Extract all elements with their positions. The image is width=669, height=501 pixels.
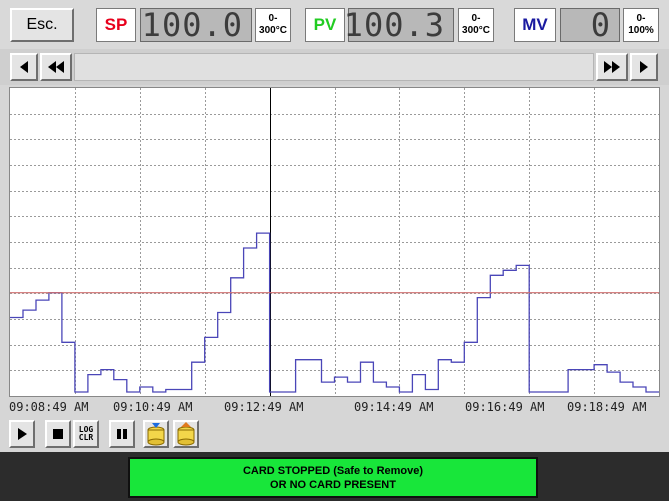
card-save-button[interactable] (173, 420, 199, 448)
sp-range-bottom: 300°C (259, 25, 287, 36)
log-clear-label: CLR (78, 433, 94, 442)
stop-icon (53, 429, 63, 439)
card-load-button[interactable] (143, 420, 169, 448)
header-bar: Esc. SP 100.0 0- 300°C PV 100.3 0- 300°C… (0, 0, 669, 49)
stop-button[interactable] (45, 420, 71, 448)
mv-tag: MV (514, 8, 556, 42)
mv-range-top: 0- (636, 13, 646, 24)
pv-tag: PV (305, 8, 345, 42)
fast-forward-button[interactable] (596, 53, 628, 81)
pv-range-top: 0- (471, 13, 481, 24)
step-forward-icon (640, 61, 648, 73)
time-axis: 09:08:49 AM 09:10:49 AM 09:12:49 AM 09:1… (9, 398, 664, 418)
rewind-icon (48, 61, 64, 73)
sp-range-label: 0- 300°C (255, 8, 291, 42)
pause-button[interactable] (109, 420, 135, 448)
esc-button[interactable]: Esc. (10, 8, 74, 42)
card-load-icon (147, 423, 165, 446)
card-save-icon (177, 422, 195, 446)
pause-icon (117, 429, 127, 439)
time-label: 09:16:49 AM (465, 400, 545, 414)
fast-forward-icon (604, 61, 620, 73)
play-icon (18, 428, 27, 440)
mv-range-bottom: 100% (628, 25, 654, 36)
sp-range-top: 0- (268, 13, 278, 24)
pv-value-display: 100.3 (344, 6, 454, 44)
pv-trend-line (10, 232, 659, 393)
sp-tag: SP (96, 8, 136, 42)
pv-range-bottom: 300°C (462, 25, 490, 36)
time-label: 09:08:49 AM (9, 400, 89, 414)
status-line-2: OR NO CARD PRESENT (270, 478, 396, 491)
step-forward-button[interactable] (630, 53, 658, 81)
status-line-1: CARD STOPPED (Safe to Remove) (242, 464, 424, 477)
time-label: 09:14:49 AM (354, 400, 434, 414)
log-clear-icon: LOG (78, 425, 94, 434)
time-label: 09:18:49 AM (567, 400, 647, 414)
sp-value-display[interactable]: 100.0 (140, 6, 252, 44)
step-back-icon (20, 61, 28, 73)
trend-chart-plot (10, 88, 659, 396)
mv-value-display[interactable]: 0 (560, 6, 620, 44)
play-button[interactable] (9, 420, 35, 448)
time-scrollbar-track[interactable] (74, 53, 594, 81)
card-status-message: CARD STOPPED (Safe to Remove) OR NO CARD… (128, 457, 538, 498)
log-clear-button[interactable]: LOG CLR (73, 420, 99, 448)
mv-range-label: 0- 100% (623, 8, 659, 42)
time-label: 09:10:49 AM (113, 400, 193, 414)
step-back-button[interactable] (10, 53, 38, 81)
trend-chart (9, 87, 660, 397)
time-label: 09:12:49 AM (224, 400, 304, 414)
pv-range-label: 0- 300°C (458, 8, 494, 42)
trend-navigation-bar (0, 49, 669, 85)
rewind-button[interactable] (40, 53, 72, 81)
